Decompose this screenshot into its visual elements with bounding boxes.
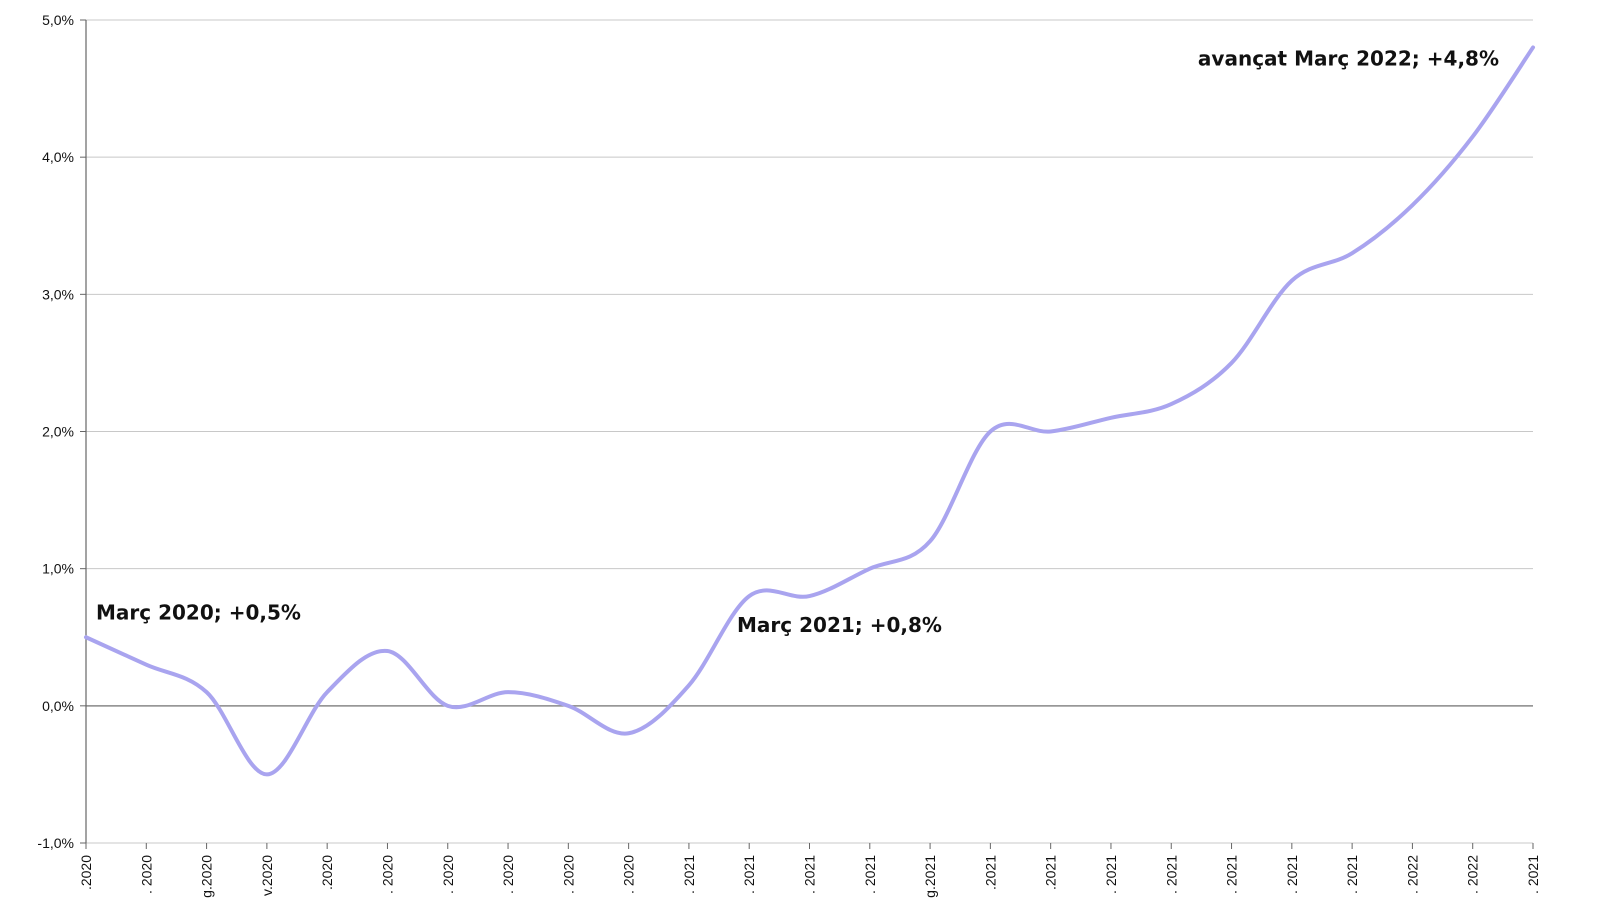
- x-tick-label: . 2020: [138, 855, 154, 894]
- x-tick-label: . 2020: [379, 855, 395, 894]
- x-tick-label: . 2020: [621, 855, 637, 894]
- x-tick-label: . 2020: [500, 855, 516, 894]
- y-tick-label: -1,0%: [37, 835, 74, 851]
- gridlines: [86, 19, 1533, 844]
- x-tick-label: .2021: [982, 855, 998, 890]
- annotations: Març 2020; +0,5% Març 2021; +0,8% avançat …: [96, 46, 1499, 637]
- x-tick-label: . 2020: [440, 855, 456, 894]
- y-tick-label: 0,0%: [42, 698, 74, 714]
- x-tick-label: . 2021: [1344, 855, 1360, 894]
- x-tick-label: g.2020: [199, 855, 215, 898]
- x-tick-label: . 2022: [1465, 855, 1481, 894]
- x-tick-label: . 2021: [802, 855, 818, 894]
- x-tick-label: . 2020: [560, 855, 576, 894]
- series-line: [84, 45, 1535, 777]
- x-tick-label: v.2020: [259, 855, 275, 896]
- x-tick-label: .2020: [319, 855, 335, 890]
- y-tick-label: 3,0%: [42, 286, 74, 302]
- x-tick-label: . 2021: [1525, 855, 1541, 894]
- x-tick-label: . 2021: [741, 855, 757, 894]
- y-axis: -1,0% 0,0% 1,0% 2,0% 3,0% 4,0% 5,0%: [37, 12, 87, 851]
- annotation-label: avançat Març 2022; +4,8%: [1198, 46, 1499, 70]
- annotation-label: Març 2021; +0,8%: [737, 613, 942, 637]
- y-tick-label: 4,0%: [42, 149, 74, 165]
- y-tick-label: 5,0%: [42, 12, 74, 28]
- x-tick-label: . 2021: [1103, 855, 1119, 894]
- x-tick-label: . 2022: [1404, 855, 1420, 894]
- y-tick-label: 2,0%: [42, 424, 74, 440]
- x-tick-label: . 2021: [862, 855, 878, 894]
- annotation-label: Març 2020; +0,5%: [96, 600, 301, 624]
- series-group: [84, 45, 1535, 777]
- y-tick-label: 1,0%: [42, 561, 74, 577]
- x-tick-label: . 2021: [1284, 855, 1300, 894]
- x-tick-label: . 2021: [1163, 855, 1179, 894]
- x-tick-label: g.2021: [922, 855, 938, 898]
- x-tick-label: . 2021: [1224, 855, 1240, 894]
- x-axis: .2020 . 2020 g.2020 v.2020 .2020 . 2020 . 2020…: [78, 843, 1541, 898]
- x-tick-label: . 2021: [681, 855, 697, 894]
- x-tick-label: .2020: [78, 855, 94, 890]
- x-tick-label: .2021: [1043, 855, 1059, 890]
